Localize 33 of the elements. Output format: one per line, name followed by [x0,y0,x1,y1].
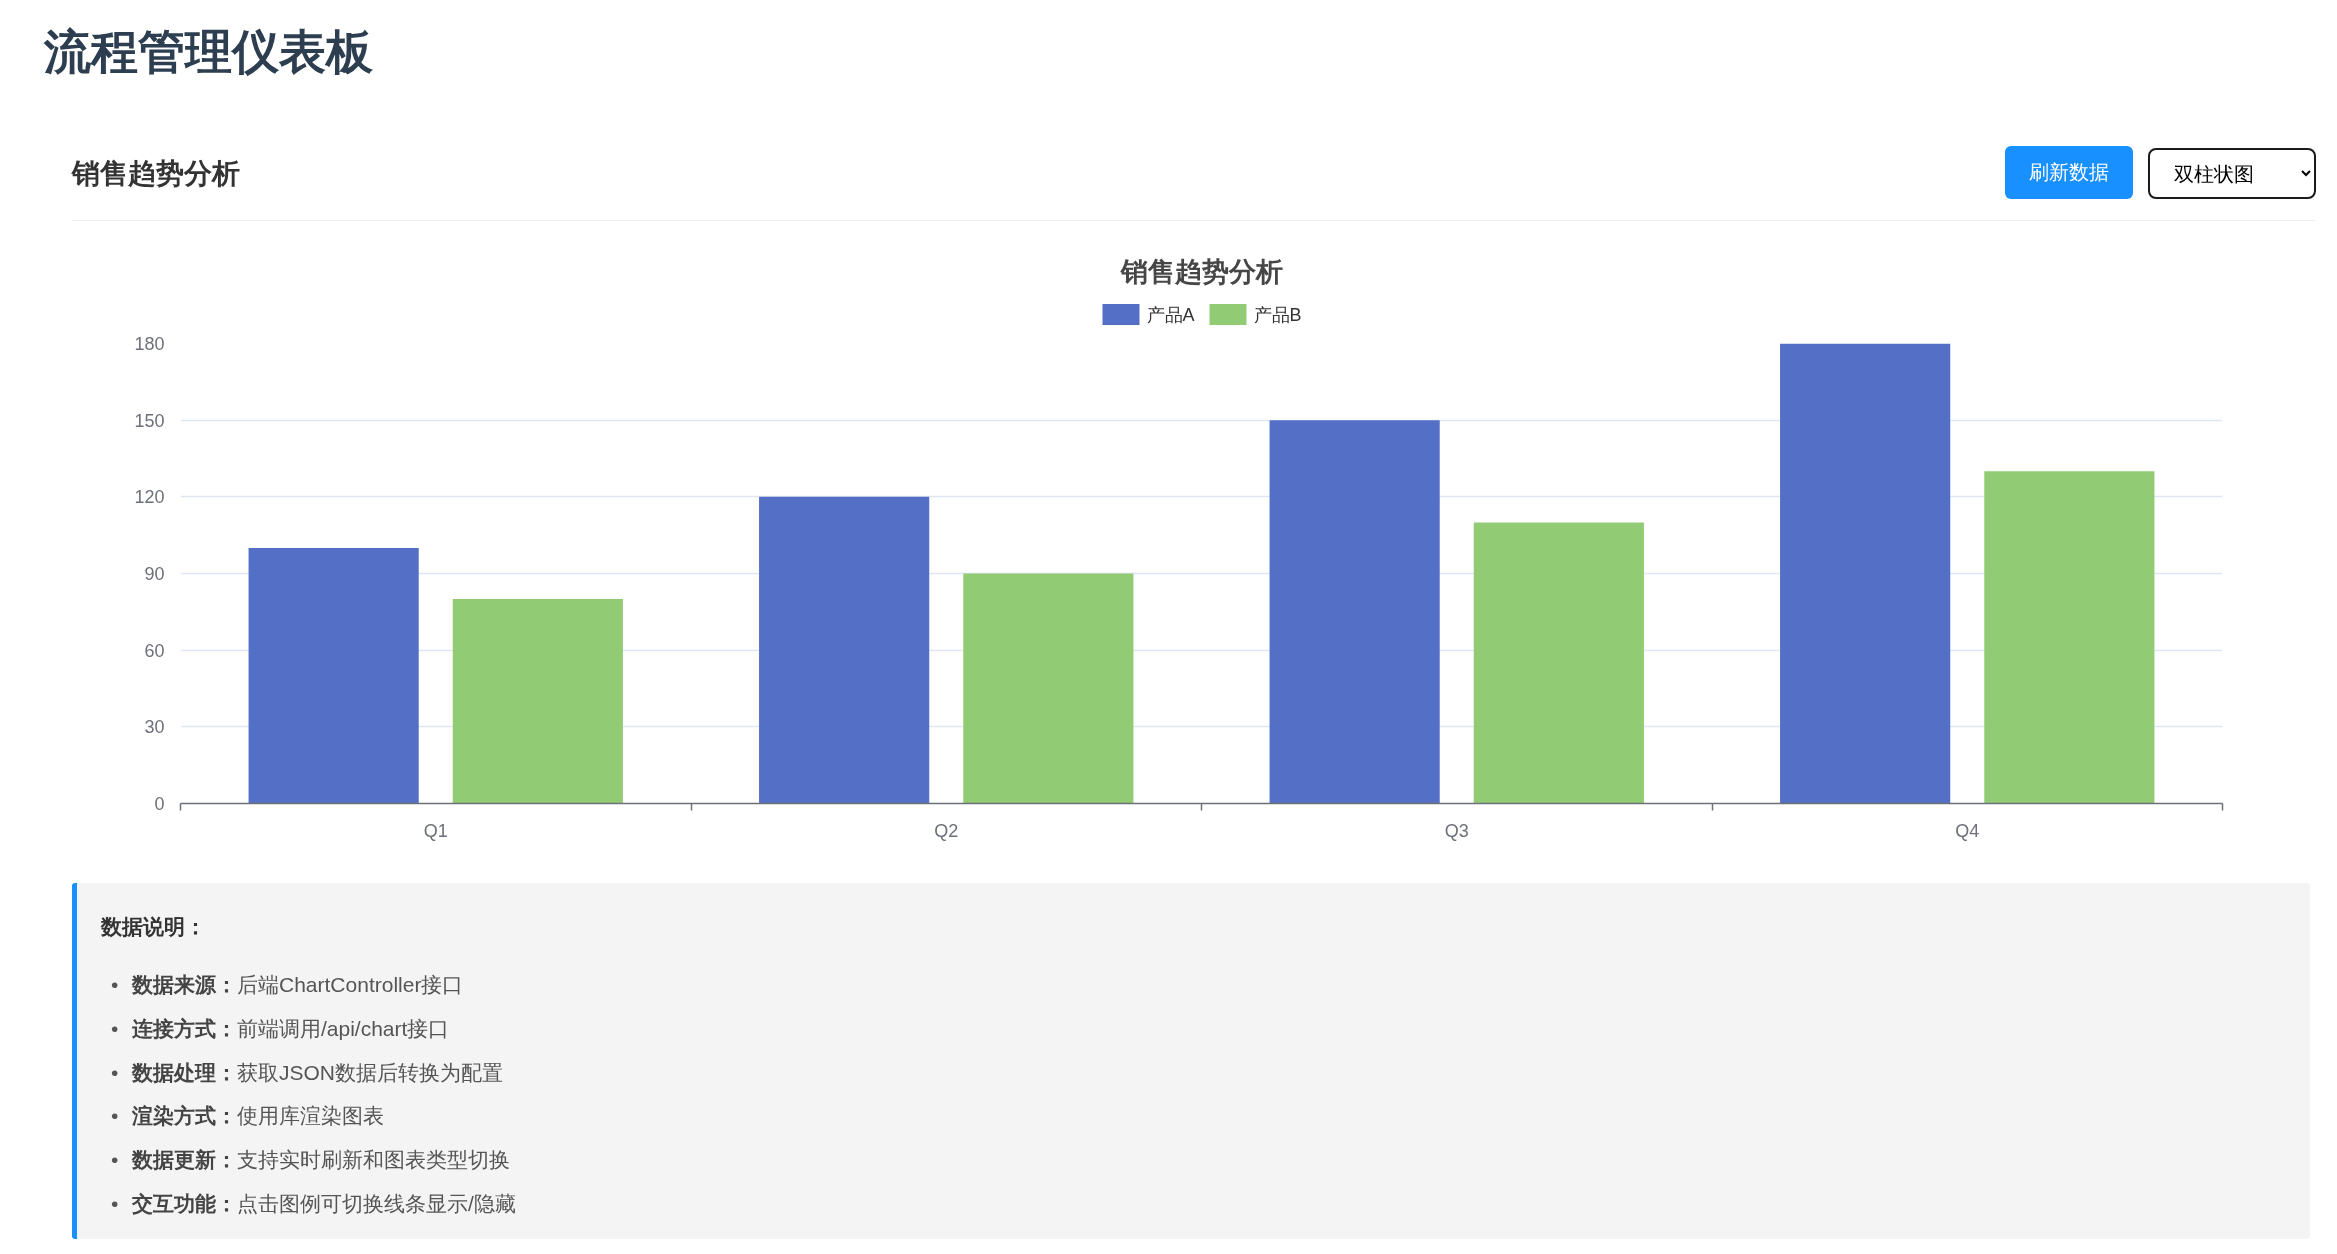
bar [248,547,419,804]
y-tick-label: 60 [144,640,165,661]
bar [1780,343,1951,804]
text: • 渲染方式：使用库渲染图表 [111,1103,384,1130]
bar [759,496,930,804]
text: • 交互功能：点击图例可切换线条显示/隐藏 [111,1191,516,1217]
bar [1473,522,1644,804]
y-tick-label: 180 [134,334,165,354]
legend-label: 产品B [1253,304,1302,325]
bar [963,573,1134,804]
text: • 数据来源：后端ChartController接口 [111,972,464,998]
chart-title: 销售趋势分析 [1119,256,1283,287]
text: 销售趋势分析 [72,157,240,191]
x-tick-label: Q3 [1444,820,1469,841]
text: 刷新数据 [2005,146,2133,199]
text: • 连接方式：前端调用/api/chart接口 [111,1015,450,1042]
text: 双柱状图 [2148,148,2316,199]
y-tick-label: 150 [134,410,165,431]
text: • 数据更新：支持实时刷新和图表类型切换 [111,1147,510,1174]
y-tick-label: 0 [154,794,165,814]
y-tick-label: 30 [144,717,165,738]
x-tick-label: Q1 [423,820,448,841]
text: 数据说明： [101,914,206,940]
text: • 数据处理：获取JSON数据后转换为配置 [111,1059,504,1086]
legend-label: 产品A [1146,304,1195,325]
x-tick-label: Q4 [1955,820,1980,841]
bar [452,599,623,804]
y-tick-label: 90 [144,564,165,584]
text: 流程管理仪表板 [44,24,373,80]
bar [1984,471,2155,804]
y-tick-label: 120 [134,487,165,508]
x-tick-label: Q2 [934,820,959,841]
bar [1269,420,1440,804]
